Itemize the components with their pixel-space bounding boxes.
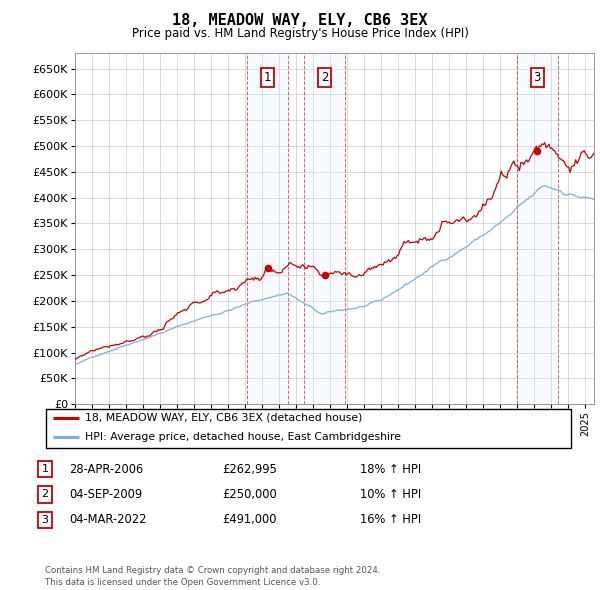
FancyBboxPatch shape [46,409,571,448]
Bar [247,53,288,404]
Bar [517,53,558,404]
Text: £250,000: £250,000 [222,488,277,501]
Text: 2: 2 [41,490,49,499]
Text: 18, MEADOW WAY, ELY, CB6 3EX: 18, MEADOW WAY, ELY, CB6 3EX [172,13,428,28]
Bar [304,53,345,404]
Text: Price paid vs. HM Land Registry's House Price Index (HPI): Price paid vs. HM Land Registry's House … [131,27,469,40]
Text: £491,000: £491,000 [222,513,277,526]
Text: 04-MAR-2022: 04-MAR-2022 [69,513,146,526]
Text: £262,995: £262,995 [222,463,277,476]
Text: 1: 1 [264,71,272,84]
Text: Contains HM Land Registry data © Crown copyright and database right 2024.
This d: Contains HM Land Registry data © Crown c… [45,566,380,587]
Text: 04-SEP-2009: 04-SEP-2009 [69,488,142,501]
Text: 18, MEADOW WAY, ELY, CB6 3EX (detached house): 18, MEADOW WAY, ELY, CB6 3EX (detached h… [85,413,362,422]
Text: 3: 3 [41,515,49,525]
Text: 18% ↑ HPI: 18% ↑ HPI [360,463,421,476]
Text: 10% ↑ HPI: 10% ↑ HPI [360,488,421,501]
Text: HPI: Average price, detached house, East Cambridgeshire: HPI: Average price, detached house, East… [85,432,401,442]
Text: 2: 2 [321,71,328,84]
Text: 3: 3 [533,71,541,84]
Text: 28-APR-2006: 28-APR-2006 [69,463,143,476]
Text: 1: 1 [41,464,49,474]
Text: 16% ↑ HPI: 16% ↑ HPI [360,513,421,526]
